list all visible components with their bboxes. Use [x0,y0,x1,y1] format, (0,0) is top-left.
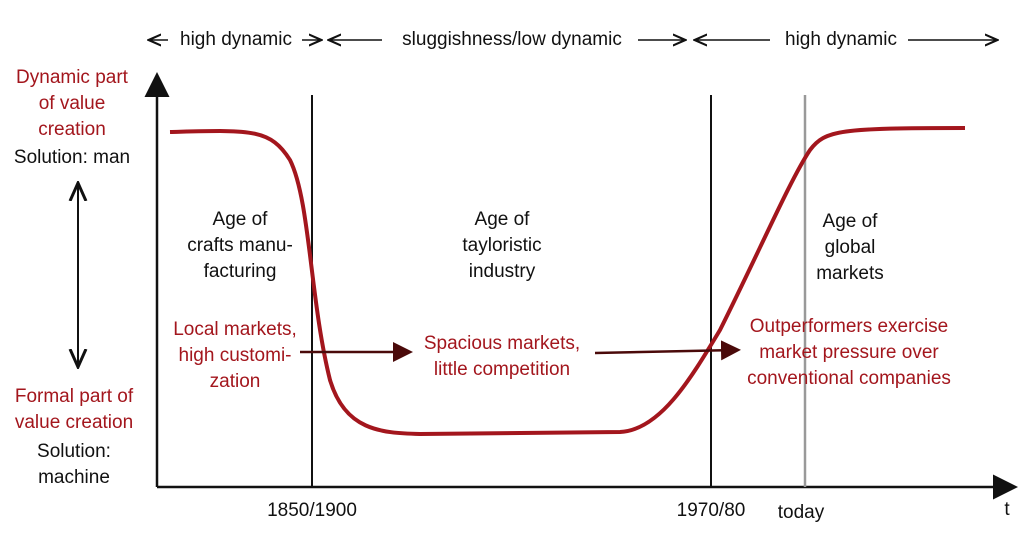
x-label: 1970/80 [677,500,746,521]
age-label: tayloristic [462,235,541,256]
text-blocks: Dynamic part of value creation Solution: ma… [14,67,951,488]
y-label: machine [38,467,110,488]
y-label: creation [38,119,106,140]
market-label: little competition [434,359,570,380]
market-label: high customi- [179,345,292,366]
market-label: Outperformers exercise [750,316,949,337]
market-label: zation [210,371,261,392]
curve [169,126,966,437]
y-label: Formal part of [15,386,134,407]
market-label: Local markets, [173,319,297,340]
age-label: Age of [823,211,879,232]
market-label: market pressure over [759,342,939,363]
phase: high dynamic [180,29,292,50]
age-label: global [825,237,876,258]
phase: sluggishness/low dynamic [402,29,622,50]
age-label: Age of [213,209,269,230]
market-label: conventional companies [747,368,951,389]
age-label: industry [469,261,536,282]
arrow [594,340,741,361]
y-label: value creation [15,412,133,433]
y-label: Solution: [37,441,111,462]
market-label: Spacious markets, [424,333,580,354]
y-label: Solution: man [14,147,130,168]
x-label: today [778,502,825,523]
y-label: of value [39,93,106,114]
y-label: Dynamic part [16,67,129,88]
x-label: 1850/1900 [267,500,357,521]
age-label: Age of [475,209,531,230]
age-label: facturing [204,261,277,282]
x-title: t [1004,499,1010,520]
age-label: crafts manu- [187,235,293,256]
phase: high dynamic [785,29,897,50]
age-label: markets [816,263,884,284]
